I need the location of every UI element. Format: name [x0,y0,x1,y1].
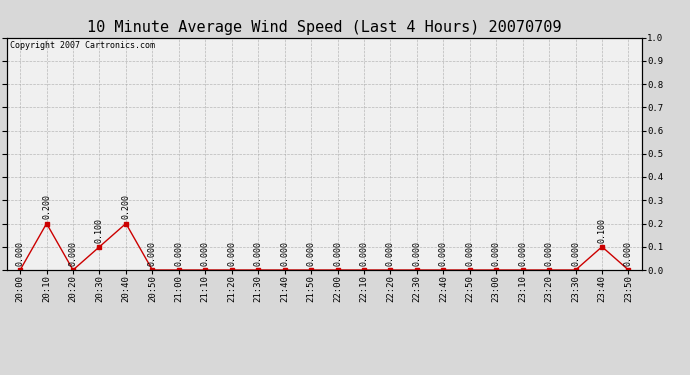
Text: 0.000: 0.000 [148,241,157,266]
Text: 0.000: 0.000 [254,241,263,266]
Text: 0.000: 0.000 [68,241,77,266]
Text: 0.000: 0.000 [624,241,633,266]
Text: 0.000: 0.000 [280,241,289,266]
Text: 0.000: 0.000 [386,241,395,266]
Title: 10 Minute Average Wind Speed (Last 4 Hours) 20070709: 10 Minute Average Wind Speed (Last 4 Hou… [87,20,562,35]
Text: 0.000: 0.000 [465,241,474,266]
Text: Copyright 2007 Cartronics.com: Copyright 2007 Cartronics.com [10,41,155,50]
Text: 0.000: 0.000 [201,241,210,266]
Text: 0.100: 0.100 [598,217,607,243]
Text: 0.000: 0.000 [439,241,448,266]
Text: 0.000: 0.000 [175,241,184,266]
Text: 0.000: 0.000 [492,241,501,266]
Text: 0.000: 0.000 [227,241,236,266]
Text: 0.200: 0.200 [42,194,51,219]
Text: 0.000: 0.000 [518,241,527,266]
Text: 0.000: 0.000 [571,241,580,266]
Text: 0.000: 0.000 [413,241,422,266]
Text: 0.000: 0.000 [544,241,553,266]
Text: 0.000: 0.000 [306,241,315,266]
Text: 0.000: 0.000 [359,241,368,266]
Text: 0.100: 0.100 [95,217,104,243]
Text: 0.200: 0.200 [121,194,130,219]
Text: 0.000: 0.000 [333,241,342,266]
Text: 0.000: 0.000 [16,241,25,266]
